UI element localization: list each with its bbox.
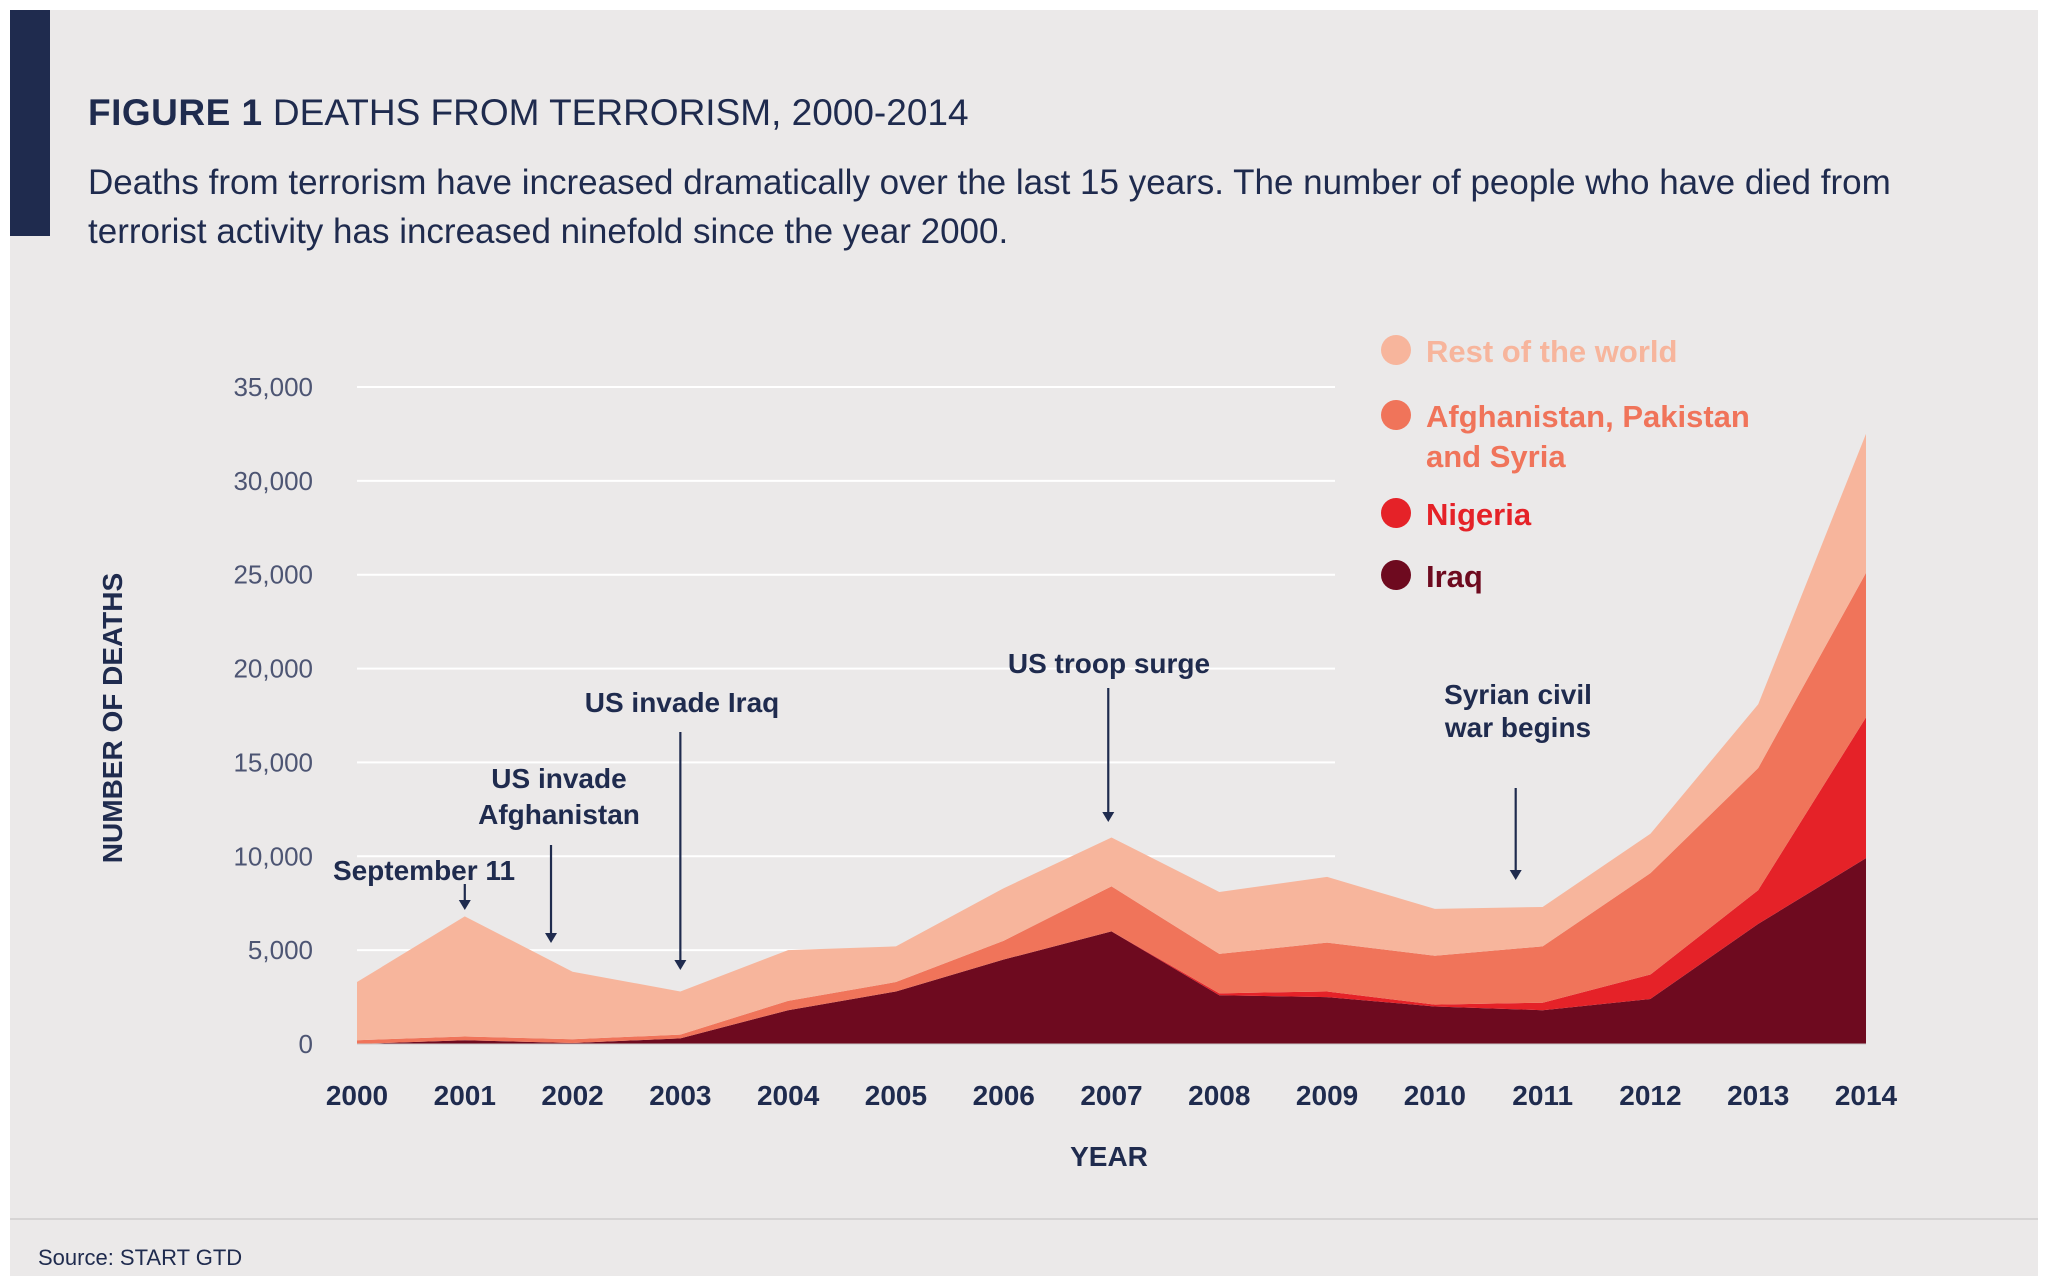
y-tick-label: 35,000 bbox=[233, 372, 313, 402]
annotation-arrowhead bbox=[1509, 870, 1522, 880]
figure-title: FIGURE 1 DEATHS FROM TERRORISM, 2000-201… bbox=[88, 92, 969, 134]
x-tick-label: 2008 bbox=[1188, 1080, 1250, 1111]
x-tick-label: 2012 bbox=[1619, 1080, 1681, 1111]
x-tick-label: 2011 bbox=[1512, 1080, 1573, 1111]
figure-subtitle: Deaths from terrorism have increased dra… bbox=[88, 163, 1891, 251]
x-tick-label: 2010 bbox=[1404, 1080, 1466, 1111]
legend-label: Nigeria bbox=[1426, 497, 1532, 532]
annotation-label: war begins bbox=[1444, 712, 1591, 743]
y-tick-label: 20,000 bbox=[233, 654, 313, 684]
annotation-label: US troop surge bbox=[1008, 648, 1210, 679]
area-iraq bbox=[357, 858, 1866, 1044]
figure-label: FIGURE 1 bbox=[88, 92, 263, 133]
y-tick-label: 30,000 bbox=[233, 466, 313, 496]
legend-swatch bbox=[1381, 400, 1411, 430]
x-tick-label: 2013 bbox=[1727, 1080, 1789, 1111]
annotation-label: Afghanistan bbox=[478, 799, 640, 830]
x-tick-label: 2006 bbox=[973, 1080, 1035, 1111]
figure-title-text: DEATHS FROM TERRORISM, 2000-2014 bbox=[272, 92, 969, 133]
legend-swatch bbox=[1381, 498, 1411, 528]
annotation-label: September 11 bbox=[333, 855, 515, 886]
annotation-arrowhead bbox=[458, 900, 471, 910]
y-tick-label: 25,000 bbox=[233, 560, 313, 590]
figure-panel: FIGURE 1 DEATHS FROM TERRORISM, 2000-201… bbox=[10, 10, 2038, 1276]
annotation-arrowhead bbox=[1102, 812, 1115, 822]
accent-bar bbox=[10, 10, 50, 236]
y-axis-title: NUMBER OF DEATHS bbox=[97, 573, 128, 863]
legend-swatch bbox=[1381, 335, 1411, 365]
x-tick-label: 2005 bbox=[865, 1080, 927, 1111]
y-tick-label: 15,000 bbox=[233, 747, 313, 777]
legend-label: Rest of the world bbox=[1426, 334, 1677, 369]
area-rest-of-the-world bbox=[357, 433, 1866, 1041]
legend-label: Afghanistan, Pakistan bbox=[1426, 399, 1750, 434]
x-tick-label: 2001 bbox=[434, 1080, 496, 1111]
x-tick-label: 2000 bbox=[326, 1080, 388, 1111]
annotation-label: US invade Iraq bbox=[585, 687, 780, 718]
legend-label: and Syria bbox=[1426, 439, 1566, 474]
y-tick-label: 0 bbox=[299, 1029, 313, 1059]
legend-swatch bbox=[1381, 560, 1411, 590]
footer-divider bbox=[10, 1218, 2038, 1220]
annotation-label: US invade bbox=[491, 763, 626, 794]
x-axis-title: YEAR bbox=[1070, 1141, 1148, 1172]
x-tick-label: 2009 bbox=[1296, 1080, 1358, 1111]
annotation-arrowhead bbox=[545, 933, 558, 943]
annotation-label: Syrian civil bbox=[1444, 679, 1592, 710]
annotation-arrowhead bbox=[674, 960, 687, 970]
y-tick-label: 5,000 bbox=[248, 935, 313, 965]
x-tick-label: 2003 bbox=[649, 1080, 711, 1111]
x-tick-label: 2004 bbox=[757, 1080, 820, 1111]
x-tick-label: 2007 bbox=[1080, 1080, 1142, 1111]
x-tick-label: 2014 bbox=[1835, 1080, 1898, 1111]
y-tick-label: 10,000 bbox=[233, 841, 313, 871]
source-note: Source: START GTD bbox=[38, 1245, 243, 1270]
legend-label: Iraq bbox=[1426, 559, 1483, 594]
x-tick-label: 2002 bbox=[541, 1080, 603, 1111]
